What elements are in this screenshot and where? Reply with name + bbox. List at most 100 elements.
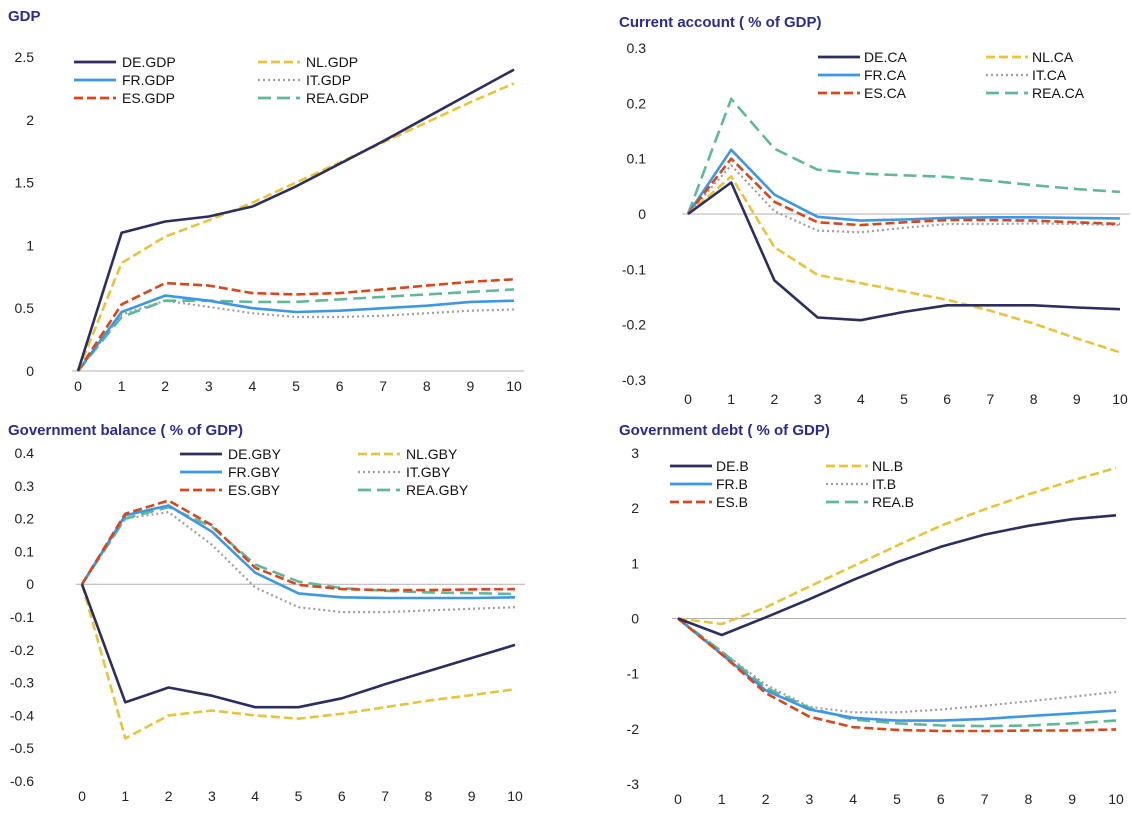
x-tick-label: 9 bbox=[1068, 791, 1076, 807]
x-tick-label: 10 bbox=[507, 788, 523, 804]
legend-label: ES.GBY bbox=[228, 482, 281, 498]
legend-label: REA.GBY bbox=[406, 482, 469, 498]
y-tick-label: -0.3 bbox=[10, 675, 34, 691]
legend-label: DE.GDP bbox=[122, 54, 176, 70]
legend-label: NL.B bbox=[872, 458, 903, 474]
current-account-chart: -0.3 -0.2 -0.1 0 0.1 0.2 0.3 0 1 2 3 4 5 6 7 8 9 10 DE.CA N… bbox=[622, 40, 1130, 407]
x-tick-label: 7 bbox=[987, 391, 995, 407]
y-tick-label: -0.6 bbox=[10, 773, 34, 789]
series-line-de-gby bbox=[80, 583, 516, 709]
x-tick-label: 10 bbox=[506, 378, 522, 394]
legend-label: REA.B bbox=[872, 494, 914, 510]
y-tick-label: -2 bbox=[627, 721, 640, 737]
gdp-chart-title: GDP bbox=[8, 8, 41, 25]
y-tick-label: 1 bbox=[26, 237, 34, 253]
series-line-es-gdp bbox=[76, 278, 515, 372]
x-tick-label: 10 bbox=[1112, 391, 1128, 407]
x-tick-label: 7 bbox=[381, 788, 389, 804]
x-tick-label: 8 bbox=[423, 378, 431, 394]
x-tick-label: 7 bbox=[379, 378, 387, 394]
y-tick-label: 0.2 bbox=[15, 511, 35, 527]
legend-label: REA.GDP bbox=[306, 90, 369, 106]
x-tick-label: 6 bbox=[336, 378, 344, 394]
legend-label: IT.GBY bbox=[406, 464, 451, 480]
series-line-fr-gdp bbox=[76, 294, 515, 372]
series-line-es-b bbox=[677, 617, 1117, 733]
series-line-fr-b bbox=[677, 617, 1117, 722]
government-debt-chart: -3 -2 -1 0 1 2 3 0 1 2 3 4 5 6 7 8 9 10 DE.B NL.B FR.B IT.B ES… bbox=[627, 445, 1126, 807]
legend-label: DE.GBY bbox=[228, 446, 282, 462]
x-tick-label: 8 bbox=[1030, 391, 1038, 407]
y-tick-label: 0.3 bbox=[627, 40, 647, 56]
y-tick-label: -1 bbox=[627, 666, 640, 682]
x-tick-label: 10 bbox=[1108, 791, 1124, 807]
y-tick-label: -0.1 bbox=[622, 261, 646, 277]
series-line-fr-ca bbox=[686, 148, 1121, 222]
y-tick-label: 2 bbox=[26, 112, 34, 128]
legend-label: FR.GDP bbox=[122, 72, 175, 88]
legend-label: IT.GDP bbox=[306, 72, 351, 88]
x-tick-label: 4 bbox=[857, 391, 865, 407]
y-tick-label: -0.4 bbox=[10, 707, 34, 723]
x-tick-label: 5 bbox=[295, 788, 303, 804]
y-tick-label: 0.1 bbox=[15, 543, 35, 559]
series-line-nl-gby bbox=[80, 583, 516, 740]
x-tick-label: 5 bbox=[292, 378, 300, 394]
x-tick-label: 3 bbox=[814, 391, 822, 407]
x-tick-label: 4 bbox=[249, 378, 257, 394]
x-tick-label: 7 bbox=[981, 791, 989, 807]
current-account-chart-panel: Current account ( % of GDP) -0.3 -0.2 -0.1… bbox=[566, 0, 1132, 408]
legend-label: ES.B bbox=[716, 494, 748, 510]
legend-label: FR.GBY bbox=[228, 464, 281, 480]
x-tick-label: 4 bbox=[251, 788, 259, 804]
x-tick-label: 0 bbox=[684, 391, 692, 407]
x-tick-label: 9 bbox=[1073, 391, 1081, 407]
series-line-rea-gby bbox=[80, 505, 516, 596]
x-tick-label: 2 bbox=[165, 788, 173, 804]
x-tick-label: 2 bbox=[771, 391, 779, 407]
government-balance-chart-panel: Government balance ( % of GDP) -0.6 -0.5-… bbox=[0, 408, 566, 814]
x-tick-label: 2 bbox=[762, 791, 770, 807]
government-debt-chart-title: Government debt ( % of GDP) bbox=[619, 422, 830, 439]
y-tick-label: 0.2 bbox=[627, 95, 647, 111]
y-tick-label: 0.3 bbox=[15, 478, 35, 494]
series-line-es-gby bbox=[80, 499, 516, 592]
x-tick-label: 9 bbox=[468, 788, 476, 804]
legend-label: DE.B bbox=[716, 458, 749, 474]
legend-label: NL.GDP bbox=[306, 54, 358, 70]
y-tick-label: -0.3 bbox=[622, 372, 646, 388]
series-line-rea-b bbox=[677, 617, 1117, 728]
series-line-nl-ca bbox=[687, 175, 1121, 354]
series-line-de-gdp bbox=[76, 68, 515, 372]
x-tick-label: 3 bbox=[208, 788, 216, 804]
x-tick-label: 0 bbox=[74, 378, 82, 394]
legend-label: FR.B bbox=[716, 476, 748, 492]
legend-label: IT.CA bbox=[1032, 67, 1067, 83]
series-line-it-ca bbox=[687, 164, 1121, 234]
y-tick-label: 0 bbox=[638, 206, 646, 222]
gdp-chart: 0 0.5 1 1.5 2 2.5 0 1 2 3 4 5 6 7 8 9 10 DE.GDP NL.GDP FR.G… bbox=[15, 49, 524, 394]
x-tick-label: 1 bbox=[718, 791, 726, 807]
legend-label: ES.CA bbox=[864, 85, 907, 101]
y-tick-label: -0.2 bbox=[622, 317, 646, 333]
government-balance-chart-title: Government balance ( % of GDP) bbox=[8, 422, 244, 439]
x-tick-label: 3 bbox=[205, 378, 213, 394]
y-tick-label: -0.1 bbox=[10, 609, 34, 625]
y-tick-label: 3 bbox=[631, 445, 639, 461]
current-account-chart-title: Current account ( % of GDP) bbox=[619, 14, 822, 31]
gdp-chart-panel: GDP 0 0.5 1 1.5 2 2.5 0 1 2 3 4 5 6 7 8 9 10 DE.GDP NL.GDP… bbox=[0, 0, 566, 408]
y-tick-label: 0.5 bbox=[15, 300, 35, 316]
x-tick-label: 0 bbox=[674, 791, 682, 807]
y-tick-label: 2.5 bbox=[15, 49, 35, 65]
x-tick-label: 6 bbox=[943, 391, 951, 407]
legend-label: FR.CA bbox=[864, 67, 907, 83]
series-line-nl-b bbox=[677, 466, 1117, 626]
x-tick-label: 6 bbox=[338, 788, 346, 804]
series-line-es-ca bbox=[686, 157, 1121, 227]
x-tick-label: 1 bbox=[118, 378, 126, 394]
legend-label: ES.GDP bbox=[122, 90, 175, 106]
series-line-nl-gdp bbox=[76, 82, 515, 372]
x-tick-label: 5 bbox=[900, 391, 908, 407]
legend-label: REA.CA bbox=[1032, 85, 1085, 101]
x-tick-label: 2 bbox=[161, 378, 169, 394]
